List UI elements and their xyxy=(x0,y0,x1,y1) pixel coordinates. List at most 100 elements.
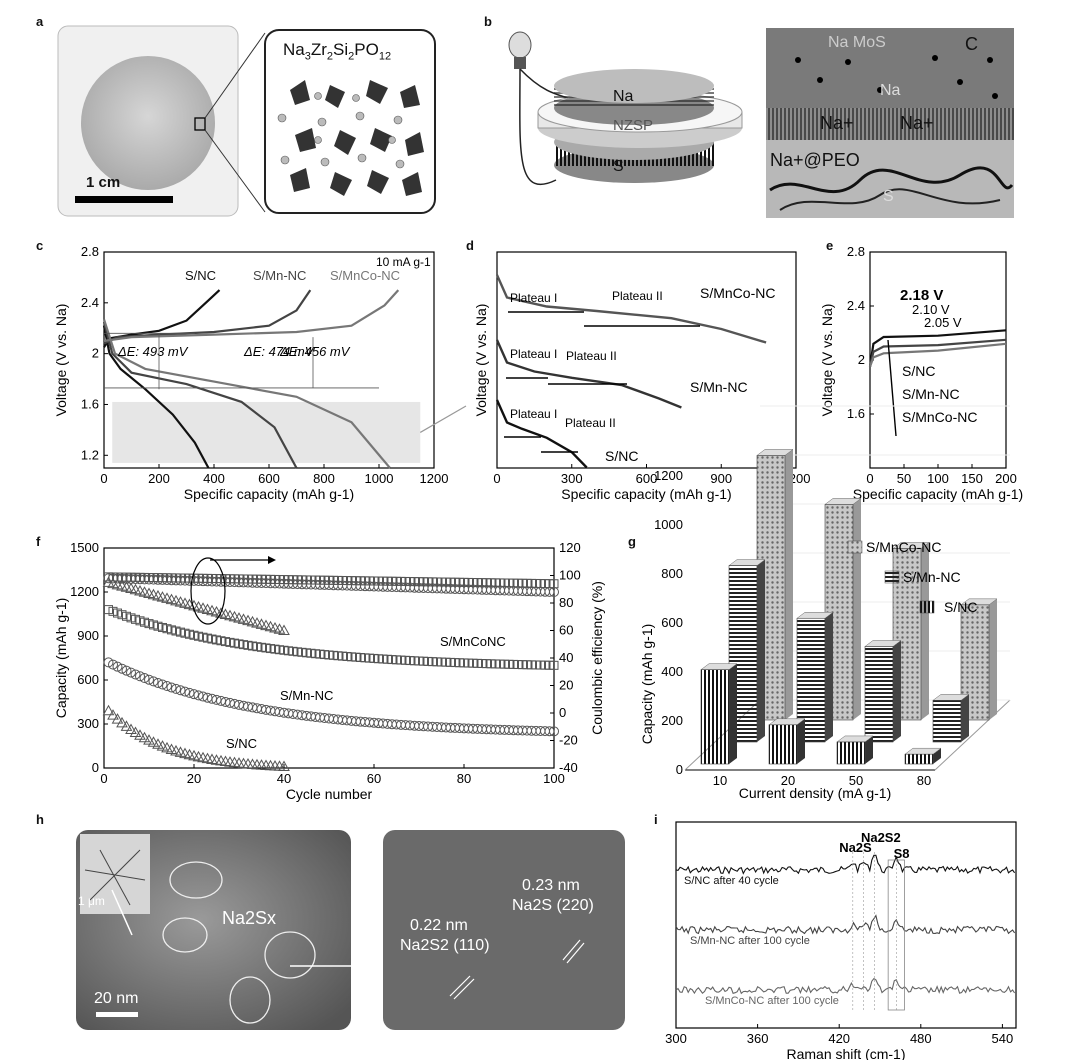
e-arrow xyxy=(887,339,897,437)
c-x-tick-label: 0 xyxy=(100,471,107,486)
f-capacity-point xyxy=(549,726,559,737)
f-x-tick-label: 100 xyxy=(543,771,565,786)
f-capacity-point xyxy=(138,731,151,743)
f-capacity-point xyxy=(166,682,177,693)
g-bar-side xyxy=(757,559,765,742)
g-y-tick-label: 0 xyxy=(676,762,683,777)
f-x-tick-label: 40 xyxy=(277,771,291,786)
c-y-tick-label: 1.6 xyxy=(81,396,99,411)
d-plateau-label: Plateau II xyxy=(612,289,663,303)
c-x-tick-label: 1200 xyxy=(420,471,449,486)
f-y2-tick-label: 20 xyxy=(559,678,573,693)
nzsp-formula: Na3Zr2Si2PO12 xyxy=(283,40,392,63)
panel-label-d: d xyxy=(466,238,474,253)
i-peak-label-s8: S8 xyxy=(894,846,910,861)
f-capacity-point xyxy=(148,676,159,687)
c-x-tick-label: 1000 xyxy=(365,471,394,486)
i-s8-box xyxy=(887,859,905,1011)
f-y2-tick-label: 100 xyxy=(559,568,581,583)
e-x-tick-label: 0 xyxy=(866,471,873,486)
f-capacity-point xyxy=(278,760,290,772)
e-y-tick-label: 1.6 xyxy=(847,406,865,421)
crystal-structure-icon xyxy=(277,80,424,196)
f-efficiency-point xyxy=(544,586,555,597)
panel-label-h: h xyxy=(36,812,44,827)
g-bar-side xyxy=(853,498,861,720)
panel-label-b: b xyxy=(484,14,492,29)
g-bar-side xyxy=(893,640,901,742)
e-curve xyxy=(868,329,1007,367)
f-capacity-point xyxy=(198,691,208,702)
f-x-axis-label: Cycle number xyxy=(286,786,373,802)
scale-bar-label-a: 1 cm xyxy=(86,174,121,191)
i-x-tick-label: 360 xyxy=(747,1031,769,1046)
e-x-tick-label: 150 xyxy=(961,471,983,486)
f-y2-tick-label: 120 xyxy=(559,540,581,555)
f-series-label: S/Mn-NC xyxy=(280,688,333,703)
i-x-tick-label: 480 xyxy=(910,1031,932,1046)
d-plateau-label: Plateau I xyxy=(510,347,557,361)
e-series-label: S/NC xyxy=(902,363,935,379)
g-bar-side xyxy=(865,735,873,764)
d-x-tick-label: 300 xyxy=(561,471,583,486)
panel-label-e: e xyxy=(826,238,834,253)
schematic-label-c: C xyxy=(965,34,978,54)
i-series-label: S/NC after 40 cycle xyxy=(684,875,779,887)
f-y2-tick-label: 0 xyxy=(559,705,566,720)
f-y2-tick-label: 60 xyxy=(559,623,573,638)
c-x-tick-label: 400 xyxy=(203,471,225,486)
scale-bar-label-h: 20 nm xyxy=(94,990,139,1007)
e-series-label: S/Mn-NC xyxy=(902,386,960,402)
f-capacity-point xyxy=(125,723,137,735)
g-y-tick-label: 400 xyxy=(661,664,683,679)
f-y-tick-label: 600 xyxy=(77,672,99,687)
d-plateau-label: Plateau II xyxy=(565,416,616,430)
f-x-tick-label: 80 xyxy=(457,771,471,786)
d-x-tick-label: 600 xyxy=(636,471,658,486)
i-frame xyxy=(675,821,1017,1029)
f-series-label: S/MnCoNC xyxy=(440,634,506,649)
g-bar-side xyxy=(961,694,969,742)
f-capacity-point xyxy=(147,736,160,747)
i-series-label: S/Mn-NC after 100 cycle xyxy=(690,935,810,947)
i-series-label: S/MnCo-NC after 100 cycle xyxy=(705,995,839,1007)
d-series-label: S/MnCo-NC xyxy=(700,285,775,301)
c-charge-curve xyxy=(103,289,400,342)
c-x-tick-label: 600 xyxy=(258,471,280,486)
scale-bar-a xyxy=(75,196,173,203)
f-y2-tick-label: -20 xyxy=(559,733,578,748)
g-y-axis-label: Capacity (mAh g-1) xyxy=(639,624,655,745)
i-peak-label-na2s: Na2S xyxy=(839,840,872,855)
f-capacity-point xyxy=(120,720,133,731)
g-bar-side xyxy=(921,542,929,720)
spacing-label-2: 0.22 nm xyxy=(410,917,468,934)
f-x-tick-label: 60 xyxy=(367,771,381,786)
inset-scale-label: 1 μm xyxy=(78,894,105,908)
f-y-tick-label: 300 xyxy=(77,716,99,731)
g-floor-right xyxy=(934,699,1011,771)
f-capacity-point xyxy=(193,690,204,701)
c-y-tick-label: 2.4 xyxy=(81,295,99,310)
d-x-tick-label: 900 xyxy=(710,471,732,486)
f-y2-tick-label: 80 xyxy=(559,595,573,610)
f-capacity-point xyxy=(143,734,155,745)
e-curve xyxy=(868,342,1007,368)
f-y-tick-label: 1500 xyxy=(70,540,99,555)
c-y-tick-label: 1.2 xyxy=(81,447,99,462)
f-capacity-point xyxy=(202,692,213,703)
c-y-tick-label: 2 xyxy=(92,346,99,361)
e-x-tick-label: 50 xyxy=(897,471,911,486)
g-bar xyxy=(836,741,866,765)
d-x-tick-label: 0 xyxy=(493,471,500,486)
f-efficiency-point xyxy=(278,624,290,635)
panel-label-f: f xyxy=(36,534,41,549)
f-y-tick-label: 1200 xyxy=(70,584,99,599)
g-y-tick-label: 1200 xyxy=(654,468,683,483)
g-x-tick-label: 80 xyxy=(917,773,931,788)
g-bar-side xyxy=(785,449,793,720)
c-x-axis-label: Specific capacity (mAh g-1) xyxy=(184,486,354,502)
d-plateau-label: Plateau I xyxy=(510,291,557,305)
panel-label-g: g xyxy=(628,534,636,549)
g-bar xyxy=(768,724,798,765)
